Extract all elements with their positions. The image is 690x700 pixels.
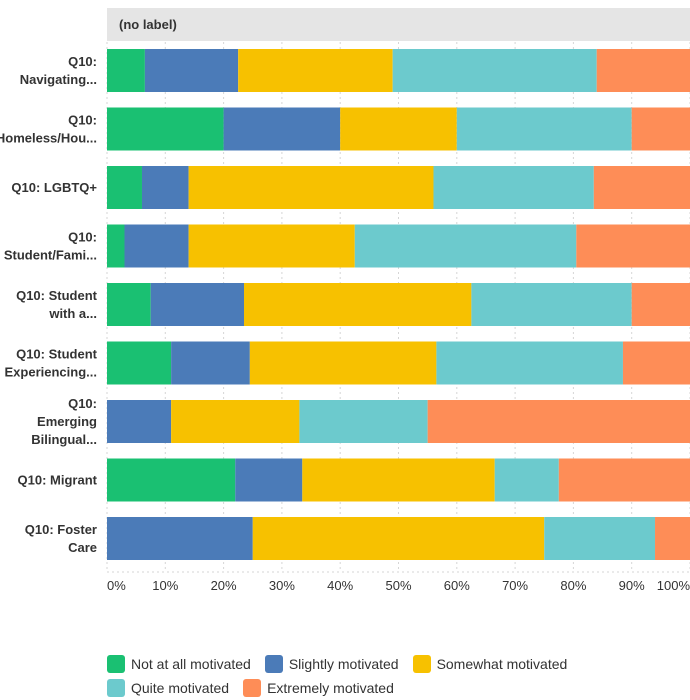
legend-swatch — [264, 655, 283, 673]
bar-segment — [107, 341, 172, 385]
bar-segment — [107, 283, 151, 326]
bar-segment — [302, 458, 495, 502]
bar-segment — [655, 517, 690, 560]
legend-row-1: Not at all motivated Slightly motivated … — [107, 652, 667, 676]
category-label: Q10: Homeless/Hou... — [0, 113, 97, 146]
bar-segment — [223, 107, 341, 151]
bar-segment — [392, 49, 597, 92]
x-tick-label: 10% — [152, 578, 178, 593]
bar-segment — [107, 400, 172, 443]
bar-segment — [631, 283, 690, 326]
bar-segment — [144, 49, 239, 92]
category-label: Q10: Navigating... — [20, 54, 97, 87]
x-tick-label: 30% — [269, 578, 295, 593]
legend-label: Quite motivated — [131, 680, 230, 696]
bar-segment — [433, 166, 594, 209]
x-tick-label: 0% — [107, 578, 126, 593]
bar-segment — [427, 400, 690, 443]
bar-segment — [622, 341, 690, 385]
bar-segment — [596, 49, 690, 92]
bar-segment — [107, 107, 224, 151]
legend-swatch — [243, 679, 262, 697]
legend-label: Not at all motivated — [131, 656, 251, 672]
bar-segment — [107, 49, 145, 92]
category-label: Q10: Student with a... — [16, 288, 98, 321]
category-label: Q10: Student/Fami... — [4, 230, 97, 263]
x-tick-label: 100% — [657, 578, 690, 593]
category-label: Q10: Emerging Bilingual... — [31, 396, 97, 447]
x-tick-label: 60% — [444, 578, 470, 593]
bar-segment — [631, 107, 690, 151]
category-label: Q10: Foster Care — [25, 522, 97, 555]
bar-segment — [107, 458, 236, 502]
legend-item-extremely: Extremely motivated — [243, 679, 394, 697]
x-tick-label: 90% — [619, 578, 645, 593]
bar-segment — [124, 224, 189, 268]
category-label: Q10: LGBTQ+ — [11, 180, 97, 195]
bar-segment — [558, 458, 690, 502]
bar-segment — [249, 341, 437, 385]
x-tick-label: 50% — [385, 578, 411, 593]
bar-segment — [576, 224, 690, 268]
bar-segment — [188, 224, 355, 268]
legend-label: Somewhat motivated — [436, 656, 568, 672]
bar-segment — [456, 107, 632, 151]
category-label: Q10: Student Experiencing... — [5, 347, 98, 380]
bar-segment — [107, 517, 253, 560]
legend-swatch — [412, 655, 431, 673]
bar-segment — [494, 458, 559, 502]
bar-segment — [107, 166, 142, 209]
category-label: Q10: Migrant — [18, 473, 98, 488]
legend-item-slightly: Slightly motivated — [264, 655, 399, 673]
chart-svg: (no label) 0% 10% 20% 30% 40% 50% 60% 70% 80% 90% 1… — [0, 8, 690, 593]
legend-label: Slightly motivated — [288, 656, 399, 672]
header-band — [107, 8, 690, 41]
bar-segment — [244, 283, 472, 326]
legend-swatch — [107, 679, 125, 697]
bar-segment — [299, 400, 428, 443]
x-tick-label: 40% — [327, 578, 353, 593]
legend-row-2: Quite motivated Extremely motivated — [107, 676, 667, 700]
x-tick-label: 20% — [211, 578, 237, 593]
bar-segment — [107, 224, 125, 268]
bar-segment — [544, 517, 656, 560]
legend-swatch — [107, 655, 125, 673]
chart-legend: Not at all motivated Slightly motivated … — [107, 652, 667, 700]
bar-segment — [188, 166, 434, 209]
legend-label: Extremely motivated — [267, 680, 394, 696]
x-tick-label: 80% — [560, 578, 586, 593]
bar-segment — [340, 107, 457, 151]
x-tick-label: 70% — [502, 578, 528, 593]
bar-segment — [354, 224, 577, 268]
bar-segment — [238, 49, 393, 92]
bar-segment — [171, 341, 250, 385]
bar-segment — [141, 166, 189, 209]
bar-segment — [593, 166, 690, 209]
legend-item-somewhat: Somewhat motivated — [412, 655, 568, 673]
legend-item-quite: Quite motivated — [107, 679, 229, 697]
legend-item-not-at-all: Not at all motivated — [107, 655, 251, 673]
bar-segment — [171, 400, 300, 443]
bar-segment — [235, 458, 303, 502]
bar-segment — [150, 283, 245, 326]
header-label: (no label) — [119, 17, 177, 32]
bar-segment — [436, 341, 623, 385]
bar-segment — [471, 283, 632, 326]
bar-segment — [252, 517, 545, 560]
